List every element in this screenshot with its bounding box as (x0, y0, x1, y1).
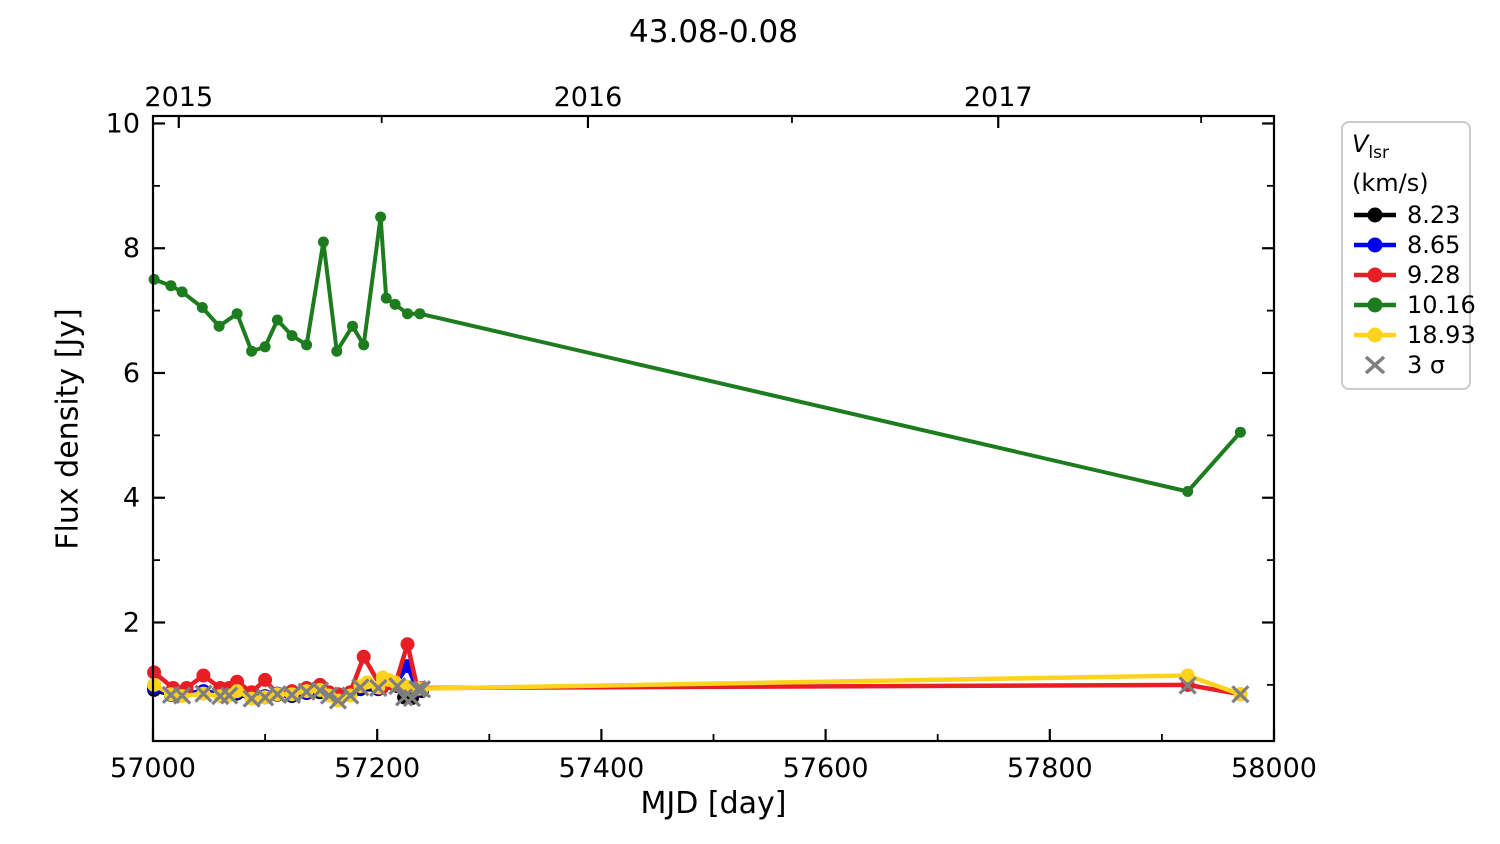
series-10.16-marker (375, 211, 387, 223)
series-9.28-marker (400, 637, 415, 652)
sigma-x-icon (255, 688, 275, 707)
sigma-x-icon (173, 686, 192, 705)
sigma-x-icon (412, 680, 432, 699)
series-9.28-marker (196, 668, 211, 683)
sigma-x-icon (1364, 355, 1386, 374)
year-tick-label: 2015 (144, 82, 213, 113)
sigma-x-icon (310, 681, 330, 700)
legend-line-marker-icon (1354, 237, 1396, 253)
x-tick-label: 57000 (110, 753, 196, 784)
series-10.16-marker (402, 308, 413, 320)
sigma-markers (161, 676, 1250, 710)
x-axis-bottom: 57000 57200 57400 57600 57800 58000 (110, 729, 1317, 784)
series-9.28-marker (356, 649, 371, 664)
figure-title: 43.08-0.08 (629, 14, 798, 50)
x-tick-label: 57600 (783, 753, 869, 784)
x-tick-label: 58000 (1231, 753, 1317, 784)
y-axis-label: Flux density [Jy] (50, 308, 86, 550)
legend-entry-label: 8.65 (1407, 230, 1461, 259)
series-10.16-marker (347, 320, 358, 332)
legend-entry-9.28: 9.28 (1352, 260, 1469, 290)
series-10.16-marker (414, 308, 426, 320)
legend-line-marker-icon (1354, 267, 1396, 283)
x-tick-label: 57200 (334, 753, 420, 784)
sigma-x-icon (369, 678, 388, 698)
x-tick-label: 57800 (1007, 753, 1093, 784)
series-10.16-marker (286, 330, 298, 342)
series-10.16-marker (259, 341, 271, 353)
series-9.28-marker (258, 672, 273, 687)
legend-box: Vlsr (km/s) 8.23 8.65 9.28 10.16 18.93 3 σ (1341, 121, 1476, 390)
series-10.16-marker (246, 345, 258, 357)
legend-title-sub: lsr (1368, 142, 1389, 163)
series-10.16-line (152, 215, 1243, 494)
sigma-x-icon (242, 689, 261, 708)
legend-line-marker-icon (1354, 297, 1396, 313)
series-10.16-marker (196, 302, 208, 313)
legend-entry-18.93: 18.93 (1352, 320, 1476, 350)
x-axis-top-years: 2015 2016 2017 (144, 82, 1203, 128)
y-tick-label: 6 (123, 358, 140, 389)
sigma-x-icon (408, 680, 427, 699)
series-10.16 (148, 211, 1246, 497)
sigma-x-icon (297, 682, 316, 701)
y-tick-label: 8 (123, 233, 140, 264)
legend-entry-label: 3 σ (1407, 350, 1446, 379)
legend-title-v: V (1352, 130, 1369, 158)
sigma-x-icon (394, 688, 414, 707)
legend-entry-10.16: 10.16 (1352, 290, 1476, 320)
series-10.16-marker (389, 298, 401, 310)
series-10.16-marker (358, 339, 370, 351)
series-10.16-marker (176, 286, 188, 298)
plot-border (151, 114, 1276, 743)
sigma-x-icon (388, 676, 407, 696)
legend-entry-label: 10.16 (1407, 290, 1476, 319)
sigma-x-icon (1231, 685, 1250, 704)
sigma-x-icon (319, 686, 339, 705)
series-10.16-marker (380, 292, 392, 304)
legend-title: Vlsr (km/s) (1352, 129, 1469, 198)
sigma-x-icon (282, 685, 302, 704)
legend-title-units: (km/s) (1352, 168, 1429, 197)
sigma-x-icon (1178, 676, 1197, 695)
series-18.93-marker (230, 684, 245, 699)
sigma-x-icon (220, 686, 239, 705)
legend-entry-sigma: 3 σ (1352, 350, 1469, 380)
legend-entry-8.23: 8.23 (1352, 200, 1469, 230)
sigma-x-icon (328, 691, 348, 710)
sigma-x-icon (268, 685, 287, 704)
series-10.16-marker (165, 280, 177, 292)
series-10.16-marker (1182, 486, 1194, 497)
legend-entry-label: 9.28 (1407, 260, 1461, 289)
series-18.93-marker (1180, 668, 1195, 683)
y-tick-label: 10 (106, 108, 140, 139)
legend-line-marker-icon (1354, 327, 1396, 343)
x-tick-label: 57400 (558, 753, 644, 784)
y-tick-label: 4 (123, 483, 140, 514)
sigma-x-icon (194, 684, 213, 703)
legend-entry-8.65: 8.65 (1352, 230, 1469, 260)
y-tick-label: 2 (123, 607, 140, 638)
legend-entries: 8.23 8.65 9.28 10.16 18.93 3 σ (1352, 200, 1476, 380)
sigma-x-icon (351, 678, 370, 697)
x-axis-label: MJD [day] (640, 786, 787, 821)
legend-entry-label: 8.23 (1407, 200, 1461, 229)
series-10.16-marker (271, 314, 283, 326)
series-10.16-marker (1234, 426, 1246, 438)
series-10.16-marker (317, 236, 329, 248)
legend-line-marker-icon (1354, 207, 1396, 223)
series-10.16-marker (301, 339, 313, 351)
series-10.16-marker (331, 345, 343, 357)
year-tick-label: 2016 (554, 82, 623, 113)
y-axis: 2 4 6 8 10 (106, 108, 1274, 686)
series-10.16-marker (213, 320, 225, 332)
year-tick-label: 2017 (964, 82, 1033, 113)
series-10.16-marker (231, 308, 243, 320)
legend-entry-label: 18.93 (1407, 320, 1476, 349)
